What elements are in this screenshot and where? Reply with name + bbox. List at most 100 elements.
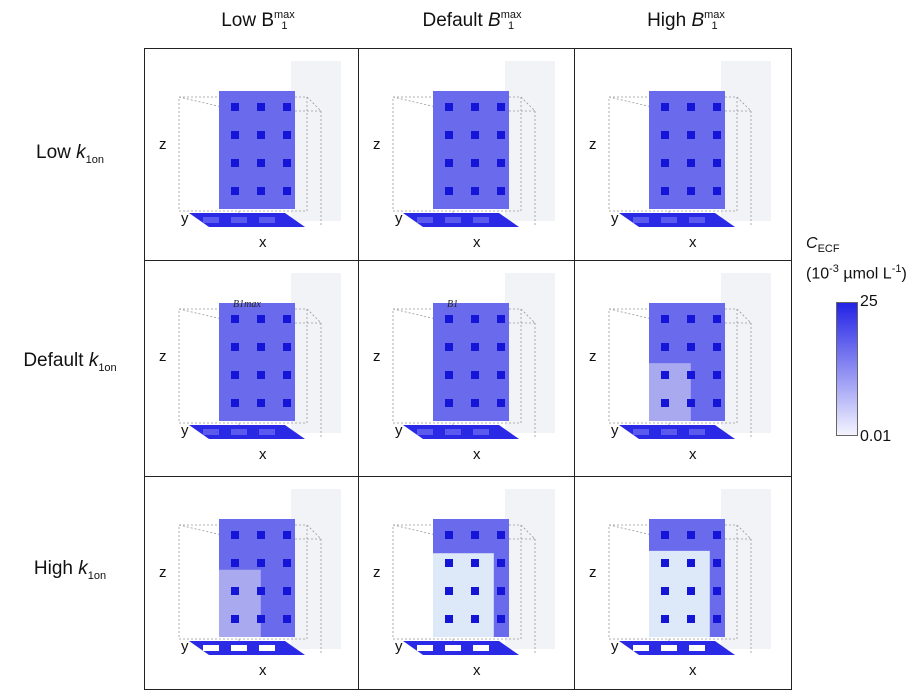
floor-hole	[231, 429, 247, 435]
panel-plot: z y x	[159, 61, 341, 251]
lattice-node	[713, 399, 721, 407]
lattice-node	[661, 587, 669, 595]
lattice-node	[713, 559, 721, 567]
back-plane	[291, 273, 341, 433]
panel-plot: z y x	[159, 489, 341, 679]
lattice-node	[497, 371, 505, 379]
lattice-node	[257, 371, 265, 379]
floor-hole	[259, 429, 275, 435]
panel-r1c1: z y x B1	[358, 260, 576, 478]
lattice-node	[257, 531, 265, 539]
lattice-node	[231, 343, 239, 351]
lattice-node	[471, 531, 479, 539]
floor-hole	[661, 429, 677, 435]
y-axis-label: y	[181, 638, 189, 655]
lattice-node	[445, 399, 453, 407]
lattice-node	[687, 399, 695, 407]
lattice-node	[471, 187, 479, 195]
lattice-node	[445, 131, 453, 139]
y-axis-label: y	[611, 422, 619, 439]
z-axis-label: z	[589, 564, 597, 581]
x-axis-label: x	[689, 662, 697, 679]
x-axis-label: x	[259, 234, 267, 251]
y-axis-label: y	[181, 422, 189, 439]
z-axis-label: z	[373, 564, 381, 581]
lattice-node	[497, 103, 505, 111]
floor-hole	[203, 429, 219, 435]
lattice-node	[445, 103, 453, 111]
z-axis-label: z	[589, 348, 597, 365]
panel-plot: z y x	[373, 489, 555, 679]
back-plane	[721, 61, 771, 221]
floor-hole	[633, 645, 649, 651]
lattice-node	[497, 531, 505, 539]
lattice-node	[661, 399, 669, 407]
floor-hole	[203, 217, 219, 223]
floor-hole	[661, 217, 677, 223]
floor-hole	[473, 217, 489, 223]
panel-r2c0: z y x	[144, 476, 360, 690]
floor-hole	[259, 217, 275, 223]
panel-annotation: B1	[447, 299, 458, 310]
x-axis-label: x	[689, 234, 697, 251]
lattice-node	[257, 587, 265, 595]
lattice-node	[661, 103, 669, 111]
lattice-node	[661, 315, 669, 323]
lattice-node	[231, 615, 239, 623]
lattice-node	[661, 531, 669, 539]
lattice-node	[471, 131, 479, 139]
panel-grid: z y x z y x z y x z y x B1max z y x B1 z y x z y x z y x z…	[144, 48, 792, 690]
lattice-node	[471, 343, 479, 351]
z-axis-label: z	[159, 348, 167, 365]
panel-plot: z y x	[589, 61, 771, 251]
floor-hole	[473, 645, 489, 651]
lattice-node	[713, 315, 721, 323]
lattice-node	[687, 103, 695, 111]
lattice-node	[257, 343, 265, 351]
colorbar-title: CECF (10-3 µmol L-1)	[806, 235, 907, 283]
back-plane	[291, 61, 341, 221]
panel-plot: z y x	[589, 273, 771, 463]
lattice-node	[713, 587, 721, 595]
lattice-node	[661, 371, 669, 379]
floor-hole	[445, 645, 461, 651]
back-plane	[505, 61, 555, 221]
row-header-default-k1on: Default k1on	[23, 350, 117, 374]
lattice-node	[445, 587, 453, 595]
lattice-node	[661, 343, 669, 351]
lattice-node	[497, 615, 505, 623]
y-axis-label: y	[611, 210, 619, 227]
lattice-node	[497, 559, 505, 567]
lattice-node	[445, 343, 453, 351]
floor-hole	[445, 429, 461, 435]
lattice-node	[283, 371, 291, 379]
panel-r0c1: z y x	[358, 48, 576, 262]
lattice-node	[471, 103, 479, 111]
lattice-node	[283, 343, 291, 351]
z-axis-label: z	[373, 136, 381, 153]
lattice-node	[231, 315, 239, 323]
lattice-node	[713, 187, 721, 195]
floor-hole	[473, 429, 489, 435]
x-axis-label: x	[259, 446, 267, 463]
lattice-node	[231, 559, 239, 567]
lattice-node	[257, 615, 265, 623]
y-axis-label: y	[395, 210, 403, 227]
lattice-node	[257, 131, 265, 139]
panel-r0c0: z y x	[144, 48, 360, 262]
floor-hole	[417, 217, 433, 223]
floor-hole	[203, 645, 219, 651]
lattice-node	[283, 315, 291, 323]
lattice-node	[283, 399, 291, 407]
colorbar-max-label: 25	[860, 293, 878, 310]
lattice-node	[497, 315, 505, 323]
lattice-node	[497, 187, 505, 195]
depleted-region	[649, 550, 710, 637]
lattice-node	[283, 131, 291, 139]
z-axis-label: z	[159, 136, 167, 153]
colorbar-min-label: 0.01	[860, 428, 892, 445]
lattice-node	[713, 371, 721, 379]
floor-hole	[445, 217, 461, 223]
lattice-node	[445, 159, 453, 167]
lattice-node	[687, 315, 695, 323]
